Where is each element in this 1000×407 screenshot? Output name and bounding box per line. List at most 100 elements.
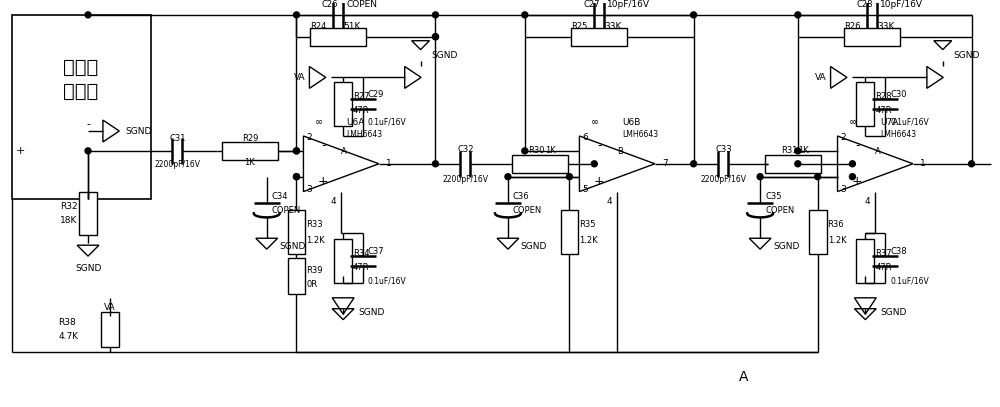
Text: R35: R35 bbox=[579, 220, 596, 229]
Circle shape bbox=[432, 12, 438, 18]
Circle shape bbox=[432, 34, 438, 40]
Bar bbox=[334, 239, 352, 283]
Bar bbox=[12, 15, 151, 199]
Text: A: A bbox=[875, 147, 881, 156]
Text: 2200pF/16V: 2200pF/16V bbox=[154, 160, 200, 169]
Text: C31: C31 bbox=[169, 134, 186, 143]
Text: R28: R28 bbox=[875, 92, 892, 101]
Circle shape bbox=[849, 174, 855, 179]
Text: R31: R31 bbox=[781, 147, 797, 155]
Text: C28: C28 bbox=[856, 0, 873, 9]
Text: R36: R36 bbox=[828, 220, 844, 229]
Text: 5: 5 bbox=[582, 185, 588, 194]
Bar bbox=[765, 155, 821, 173]
Text: SGND: SGND bbox=[358, 308, 384, 317]
Text: ∞: ∞ bbox=[315, 117, 323, 127]
Text: A: A bbox=[341, 147, 347, 156]
Text: B: B bbox=[617, 147, 623, 156]
Bar bbox=[288, 258, 305, 294]
Text: SGND: SGND bbox=[280, 242, 306, 251]
Bar bbox=[79, 192, 97, 235]
Text: 18K: 18K bbox=[60, 216, 78, 225]
Text: R33: R33 bbox=[306, 220, 323, 229]
Circle shape bbox=[691, 161, 697, 167]
Circle shape bbox=[795, 161, 801, 167]
Text: 10pF/16V: 10pF/16V bbox=[607, 0, 650, 9]
Text: 0.1uF/16V: 0.1uF/16V bbox=[890, 276, 929, 285]
Text: VA: VA bbox=[815, 73, 827, 82]
Circle shape bbox=[294, 12, 299, 18]
Text: 47R: 47R bbox=[875, 263, 892, 271]
Text: 4: 4 bbox=[864, 197, 870, 206]
Text: LMH6643: LMH6643 bbox=[622, 129, 658, 138]
Text: R38: R38 bbox=[58, 318, 76, 327]
Text: C38: C38 bbox=[890, 247, 907, 256]
Text: R27: R27 bbox=[353, 92, 370, 101]
Text: R39: R39 bbox=[306, 267, 323, 276]
Bar bbox=[856, 82, 874, 126]
Circle shape bbox=[522, 148, 528, 154]
Circle shape bbox=[691, 12, 697, 18]
Bar bbox=[334, 82, 352, 126]
Text: 1.2K: 1.2K bbox=[579, 236, 598, 245]
Text: -: - bbox=[86, 119, 90, 129]
Text: 0R: 0R bbox=[306, 280, 318, 289]
Text: SGND: SGND bbox=[773, 242, 799, 251]
Text: U6A: U6A bbox=[346, 118, 365, 127]
Circle shape bbox=[849, 161, 855, 167]
Circle shape bbox=[969, 161, 975, 167]
Text: 2200pF/16V: 2200pF/16V bbox=[442, 175, 488, 184]
Text: 1K: 1K bbox=[244, 158, 255, 167]
Circle shape bbox=[757, 174, 763, 179]
Text: 0.1uF/16V: 0.1uF/16V bbox=[890, 118, 929, 127]
Text: R34: R34 bbox=[353, 249, 370, 258]
Text: COPEN: COPEN bbox=[272, 206, 301, 215]
Text: 3: 3 bbox=[307, 185, 312, 194]
Text: 超声波
接收器: 超声波 接收器 bbox=[63, 58, 99, 101]
Bar bbox=[310, 28, 366, 46]
Text: 47R: 47R bbox=[875, 106, 892, 115]
Text: 2: 2 bbox=[307, 133, 312, 142]
Text: -: - bbox=[597, 140, 602, 152]
Text: VA: VA bbox=[104, 303, 116, 312]
Circle shape bbox=[85, 148, 91, 154]
Text: 47R: 47R bbox=[353, 106, 370, 115]
Text: 47R: 47R bbox=[353, 263, 370, 271]
Text: +: + bbox=[594, 175, 605, 188]
Text: +: + bbox=[16, 146, 25, 156]
Bar bbox=[101, 312, 119, 348]
Text: A: A bbox=[738, 370, 748, 384]
Text: VA: VA bbox=[294, 73, 305, 82]
Text: R29: R29 bbox=[242, 134, 258, 143]
Text: COPEN: COPEN bbox=[765, 206, 794, 215]
Circle shape bbox=[294, 174, 299, 179]
Text: SGND: SGND bbox=[880, 308, 907, 317]
Text: C32: C32 bbox=[457, 145, 474, 154]
Bar bbox=[222, 142, 278, 160]
Text: R30: R30 bbox=[528, 147, 544, 155]
Text: LMH6643: LMH6643 bbox=[880, 129, 916, 138]
Circle shape bbox=[294, 174, 299, 179]
Text: 0.1uF/16V: 0.1uF/16V bbox=[368, 276, 407, 285]
Text: 1.2K: 1.2K bbox=[828, 236, 846, 245]
Bar bbox=[288, 210, 305, 254]
Text: 1.2K: 1.2K bbox=[306, 236, 325, 245]
Text: SGND: SGND bbox=[126, 127, 152, 136]
Text: 1: 1 bbox=[920, 159, 926, 168]
Circle shape bbox=[294, 148, 299, 154]
Bar bbox=[512, 155, 568, 173]
Circle shape bbox=[815, 174, 821, 179]
Text: C36: C36 bbox=[513, 192, 530, 201]
Text: 33K: 33K bbox=[877, 22, 895, 31]
Text: C27: C27 bbox=[583, 0, 600, 9]
Text: 33K: 33K bbox=[604, 22, 622, 31]
Bar bbox=[856, 239, 874, 283]
Text: 1K: 1K bbox=[545, 147, 555, 155]
Bar bbox=[844, 28, 900, 46]
Text: -: - bbox=[321, 140, 326, 152]
Text: +: + bbox=[852, 175, 863, 188]
Text: C33: C33 bbox=[715, 145, 732, 154]
Bar bbox=[571, 28, 627, 46]
Text: LMH6643: LMH6643 bbox=[346, 129, 382, 138]
Text: 51K: 51K bbox=[343, 22, 361, 31]
